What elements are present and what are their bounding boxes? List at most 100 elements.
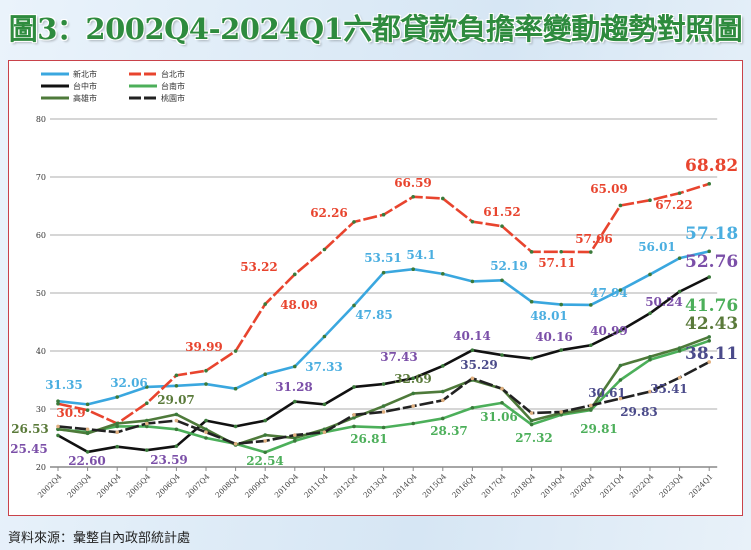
y-tick-label: 20 bbox=[36, 463, 46, 472]
data-point bbox=[115, 421, 119, 426]
data-point bbox=[85, 427, 90, 432]
data-point bbox=[56, 427, 60, 431]
data-label: 56.01 bbox=[638, 240, 676, 254]
data-label: 28.37 bbox=[430, 424, 468, 438]
data-point bbox=[589, 250, 593, 254]
x-tick-label: 2009Q4 bbox=[243, 472, 271, 500]
data-point bbox=[233, 442, 238, 446]
legend-label: 高雄市 bbox=[73, 93, 97, 103]
data-point bbox=[470, 219, 475, 224]
data-point bbox=[381, 270, 386, 275]
data-point bbox=[263, 372, 267, 377]
data-point bbox=[470, 376, 475, 381]
data-point bbox=[411, 267, 416, 272]
data-point bbox=[648, 198, 652, 202]
data-point bbox=[677, 346, 682, 350]
data-point bbox=[707, 335, 711, 339]
legend-label: 新北市 bbox=[73, 69, 97, 79]
data-point bbox=[293, 433, 297, 437]
x-tick-label: 2013Q4 bbox=[361, 472, 389, 500]
data-point bbox=[529, 418, 534, 423]
data-point bbox=[322, 430, 327, 435]
data-point bbox=[470, 279, 475, 284]
data-label: 35.41 bbox=[650, 382, 688, 396]
data-point bbox=[441, 389, 445, 394]
legend-label: 台南市 bbox=[161, 81, 185, 91]
data-point bbox=[145, 448, 149, 452]
data-point bbox=[648, 389, 652, 394]
chart-panel: 20 30 40 50 60 70 80 2002Q4 2003Q4 2004Q4 2005Q4 20… bbox=[8, 60, 743, 516]
data-point bbox=[352, 424, 356, 429]
x-tick-label: 2024Q1 bbox=[687, 472, 715, 500]
x-tick-label: 2020Q4 bbox=[569, 472, 597, 500]
data-label: 57.06 bbox=[575, 232, 613, 246]
data-point bbox=[145, 424, 149, 429]
chart-title: 圖3：2002Q4-2024Q1六都貸款負擔率變動趨勢對照圖 bbox=[8, 12, 743, 46]
data-point bbox=[500, 224, 504, 228]
data-point bbox=[529, 356, 534, 361]
data-point bbox=[529, 299, 534, 304]
data-point bbox=[263, 433, 267, 437]
data-point bbox=[352, 385, 356, 389]
data-label: 57.18 bbox=[685, 224, 738, 244]
data-point bbox=[381, 425, 386, 430]
data-point bbox=[648, 357, 652, 362]
data-point bbox=[381, 404, 386, 408]
x-tick-label: 2006Q4 bbox=[154, 472, 182, 500]
source-note: 資料來源：彙整自內政部統計處 bbox=[8, 531, 191, 546]
data-point bbox=[411, 376, 416, 381]
data-label: 30.9 bbox=[56, 406, 85, 420]
data-point bbox=[293, 439, 297, 443]
data-point bbox=[559, 410, 563, 414]
data-label: 31.28 bbox=[275, 380, 313, 394]
data-label: 52.76 bbox=[685, 252, 738, 272]
data-point bbox=[559, 249, 563, 254]
data-label: 38.11 bbox=[685, 344, 738, 364]
data-label: 53.51 bbox=[364, 251, 402, 265]
data-label: 52.19 bbox=[490, 259, 528, 273]
data-point bbox=[648, 272, 652, 277]
data-point bbox=[381, 382, 386, 386]
data-point bbox=[500, 278, 504, 283]
data-point bbox=[174, 384, 179, 388]
data-label: 54.1 bbox=[406, 248, 435, 262]
data-label: 29.83 bbox=[620, 405, 658, 419]
data-point bbox=[677, 289, 682, 294]
data-point bbox=[352, 220, 356, 224]
data-point bbox=[529, 411, 534, 415]
data-point bbox=[677, 256, 682, 260]
data-point bbox=[441, 416, 445, 421]
data-point bbox=[411, 391, 416, 396]
data-point bbox=[707, 338, 711, 343]
data-point bbox=[559, 302, 563, 307]
data-label: 29.81 bbox=[580, 422, 618, 436]
data-point bbox=[233, 386, 238, 391]
data-point bbox=[618, 378, 623, 382]
data-point bbox=[174, 418, 179, 423]
data-label: 22.60 bbox=[68, 454, 106, 468]
data-label: 30.61 bbox=[588, 386, 626, 400]
data-point bbox=[85, 408, 90, 412]
data-label: 37.43 bbox=[380, 350, 418, 364]
data-label: 31.06 bbox=[480, 410, 518, 424]
data-label: 32.69 bbox=[394, 372, 432, 386]
data-point bbox=[648, 311, 652, 316]
data-point bbox=[441, 196, 445, 201]
data-label: 32.06 bbox=[110, 376, 148, 390]
data-label: 68.82 bbox=[685, 156, 738, 176]
x-tick-label: 2007Q4 bbox=[184, 472, 212, 500]
data-point bbox=[233, 349, 238, 353]
data-point bbox=[529, 250, 534, 254]
data-point bbox=[352, 415, 356, 420]
data-point bbox=[589, 343, 593, 348]
data-label: 37.33 bbox=[305, 360, 343, 374]
data-label: 66.59 bbox=[394, 176, 432, 190]
data-label: 61.52 bbox=[483, 205, 521, 219]
data-point bbox=[441, 364, 445, 368]
x-tick-label: 2004Q4 bbox=[95, 472, 123, 500]
data-label: 53.22 bbox=[240, 260, 278, 274]
data-label: 26.53 bbox=[11, 422, 49, 436]
data-point bbox=[589, 403, 593, 408]
data-point bbox=[293, 436, 297, 440]
